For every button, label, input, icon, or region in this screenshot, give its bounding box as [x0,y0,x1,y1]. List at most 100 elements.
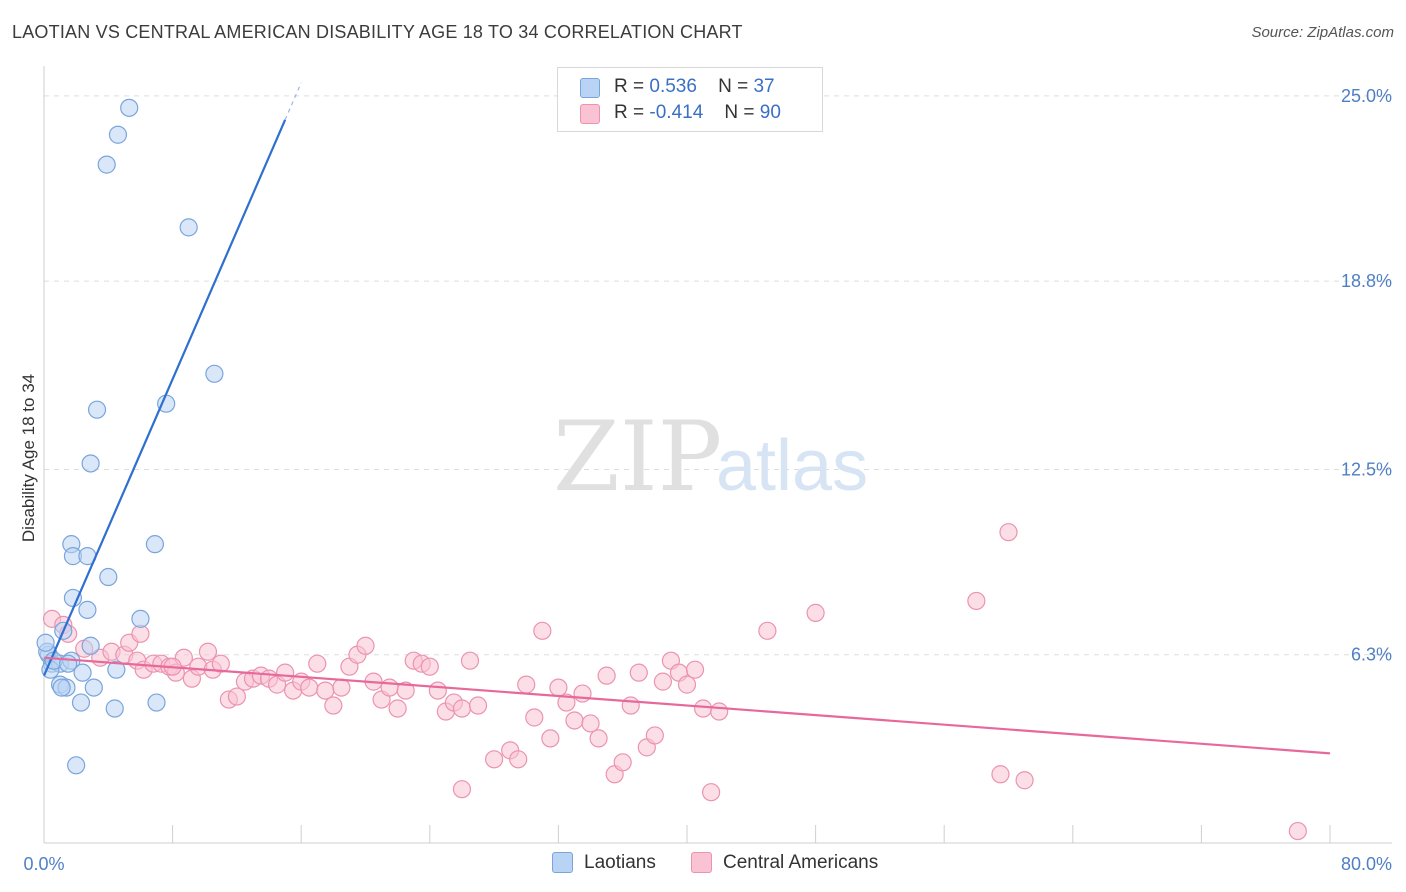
laotian-point [99,567,118,587]
y-tick-label: 18.8% [1341,271,1392,291]
central-american-point [806,603,825,622]
central-american-point [485,750,504,769]
trend-lines [42,82,1331,755]
central-american-point [211,654,230,673]
laotian-point [107,660,126,679]
legend-n-value: 37 [753,76,775,97]
central-americans-points [42,523,1307,841]
bottom-legend-label-central-americans: Central Americans [723,852,879,873]
grid-lines [44,95,1392,656]
y-tick-labels: 6.3% 12.5% 18.8% 25.0% [1341,86,1392,665]
y-tick-label: 6.3% [1351,645,1392,665]
central-american-point [758,621,777,640]
central-american-point [541,729,560,748]
central-american-point [565,711,584,730]
central-american-point [198,642,218,661]
central-american-point [677,675,697,694]
legend-n-label: N = [724,102,755,123]
bottom-legend-swatch-laotians [552,852,573,873]
central-american-point [573,684,592,703]
central-american-point [597,666,616,685]
x-tick-label-max: 80.0% [1341,854,1392,874]
central-american-point [324,696,343,715]
y-axis-label: Disability Age 18 to 34 [19,374,38,542]
central-american-point [533,621,552,640]
legend-text-central-americans: R = -0.414 N = 90 [614,102,781,124]
central-american-point [509,750,528,769]
central-american-point [645,726,664,745]
legend-swatch-central-americans [580,104,600,124]
laotian-point [108,125,128,144]
central-american-point [557,693,576,712]
laotian-point [52,678,71,697]
central-american-point [420,657,439,676]
watermark-atlas: atlas [716,426,868,506]
central-american-point [428,681,447,700]
central-american-point [621,696,640,715]
legend-n-value: 90 [759,102,781,123]
laotian-point [87,400,107,419]
source-label: Source: ZipAtlas.com [1251,24,1394,41]
central-american-point [388,699,407,718]
central-american-point [276,663,295,682]
central-american-point [356,636,375,655]
legend-text-laotians: R = 0.536 N = 37 [614,76,775,98]
laotian-point [120,98,139,117]
laotian-point [179,218,198,237]
laotian-point [105,699,124,718]
watermark-zip: ZIP [553,401,722,513]
central-american-point [1288,821,1307,841]
central-american-point [653,672,672,691]
central-american-point [991,765,1010,784]
legend-swatch-laotians [580,78,600,98]
central-american-point [300,678,319,697]
laotian-point [145,535,165,554]
central-american-point [629,663,648,682]
laotian-point [36,633,55,652]
chart-title: LAOTIAN VS CENTRAL AMERICAN DISABILITY A… [12,22,743,42]
laotian-point [81,454,100,473]
legend-n-label: N = [718,76,749,97]
bottom-legend-label-laotians: Laotians [584,852,656,873]
central-american-point [693,699,713,718]
laotians-points [36,98,224,775]
laotian-point [59,654,78,673]
laotian-point [205,364,224,383]
central-american-point [452,699,472,718]
y-tick-label: 12.5% [1341,459,1392,479]
laotian-point [131,609,150,628]
central-american-point [967,591,986,611]
central-american-point [517,675,536,694]
laotian-point [97,155,116,174]
laotians-trend-extension [284,82,302,121]
legend-r-label: R = [614,76,645,97]
central-american-point [685,660,705,679]
legend-r-value: 0.536 [649,76,697,97]
central-american-point [710,702,729,721]
central-american-point [525,708,544,727]
legend-r-label: R = [614,102,645,123]
central-american-point [460,651,480,670]
bottom-legend-swatch-central-americans [691,852,712,873]
x-tick-label-min: 0.0% [23,854,64,874]
laotian-point [84,678,103,697]
central-american-point [452,780,472,799]
central-american-point [308,654,327,673]
laotians-trend-line [42,119,287,677]
y-tick-label: 25.0% [1341,86,1392,106]
x-tick-labels: 0.0% 80.0% [23,854,1392,874]
laotian-point [81,636,100,655]
central-american-point [380,678,399,697]
laotian-point [67,756,86,775]
correlation-legend: R = 0.536 N = 37 R = -0.414 N = 90 [557,67,823,132]
central-american-point [468,696,488,715]
central-american-point [581,714,600,733]
legend-r-value: -0.414 [649,102,704,123]
laotian-point [71,693,91,712]
central-american-point [396,681,415,700]
central-american-point [702,783,721,802]
laotian-point [78,600,97,620]
central-american-point [589,729,608,748]
central-american-point [1015,771,1034,790]
